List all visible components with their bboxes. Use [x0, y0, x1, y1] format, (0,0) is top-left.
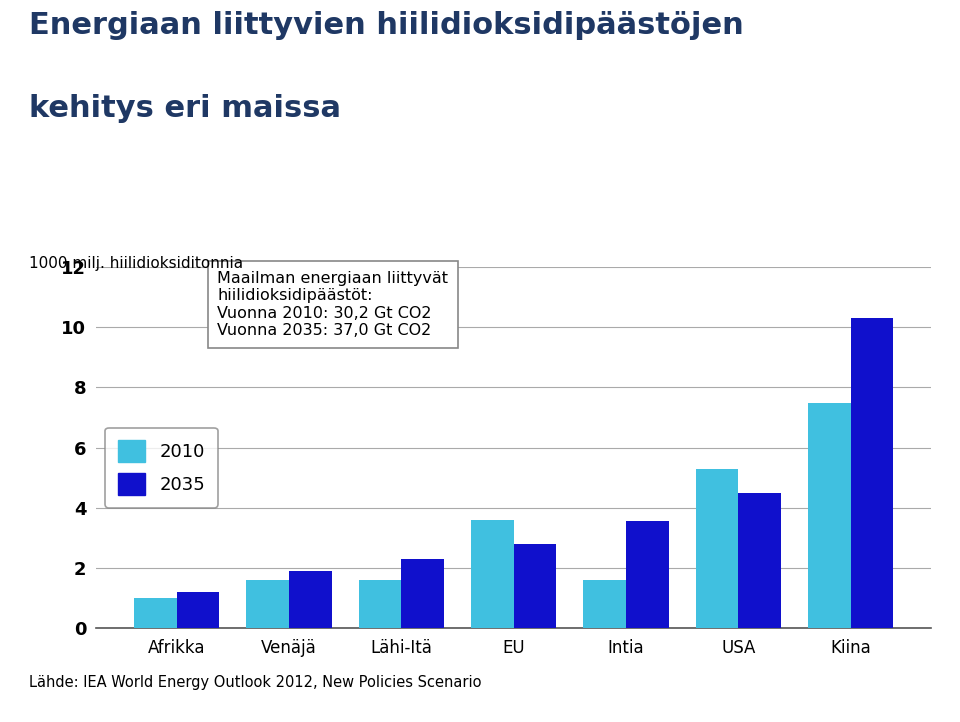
Bar — [738, 492, 780, 628]
Legend: 2010, 2035: 2010, 2035 — [105, 428, 218, 508]
Text: Energiaan liittyvien hiilidioksidipäästöjen: Energiaan liittyvien hiilidioksidipäästö… — [29, 11, 744, 40]
Bar — [359, 580, 401, 628]
Bar — [851, 318, 893, 628]
Bar — [584, 580, 626, 628]
Bar — [696, 469, 738, 628]
Bar — [177, 592, 219, 628]
Bar — [247, 580, 289, 628]
Bar — [401, 559, 444, 628]
Text: 1000 milj. hiilidioksiditonnia: 1000 milj. hiilidioksiditonnia — [29, 256, 243, 271]
Bar — [514, 544, 556, 628]
Bar — [289, 571, 331, 628]
Text: Maailman energiaan liittyvät
hiilidioksidipäästöt:
Vuonna 2010: 30,2 Gt CO2
Vuon: Maailman energiaan liittyvät hiilidioksi… — [217, 271, 448, 338]
Bar — [626, 521, 668, 628]
Bar — [471, 520, 514, 628]
Bar — [808, 403, 851, 628]
Text: kehitys eri maissa: kehitys eri maissa — [29, 94, 341, 123]
Text: Lähde: IEA World Energy Outlook 2012, New Policies Scenario: Lähde: IEA World Energy Outlook 2012, Ne… — [29, 674, 481, 690]
Bar — [134, 598, 177, 628]
